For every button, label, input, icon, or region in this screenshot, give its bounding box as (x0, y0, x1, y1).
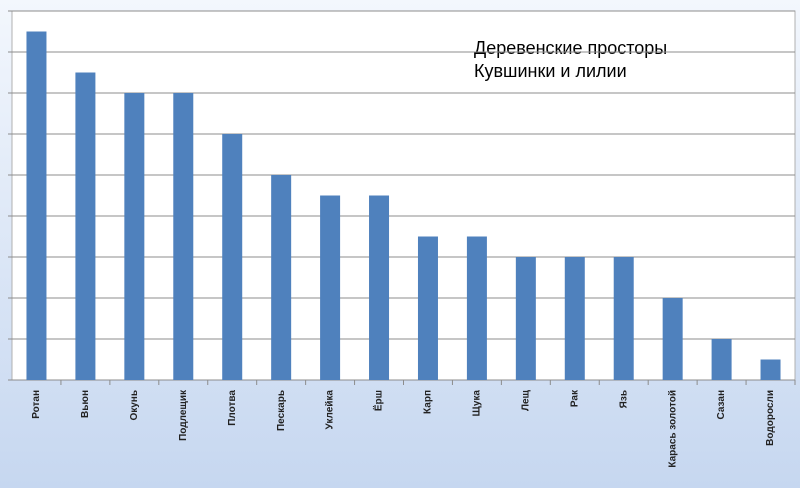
x-tick-label: Ёрш (372, 390, 385, 411)
bar (26, 31, 47, 380)
x-tick-label: Щука (472, 390, 483, 417)
bar (466, 236, 487, 380)
x-tick-label: Подлещик (178, 389, 189, 441)
bar (271, 175, 292, 380)
x-tick-label: Карп (423, 390, 434, 414)
x-tick-label: Лещ (520, 389, 531, 411)
bar (662, 298, 683, 380)
bar (369, 195, 390, 380)
bar (417, 236, 438, 380)
bar (75, 72, 96, 380)
chart-title: Деревенские просторы (474, 38, 667, 58)
x-tick-label: Пескарь (276, 390, 287, 431)
bar (613, 257, 634, 380)
x-tick-label: Водоросли (765, 390, 776, 446)
x-tick-label: Сазан (716, 390, 727, 419)
chart-subtitle: Кувшинки и лилии (474, 61, 627, 81)
bar (222, 134, 243, 380)
bar (760, 359, 781, 380)
bar (564, 257, 585, 380)
bar (173, 93, 194, 380)
bar (320, 195, 341, 380)
x-tick-label: Ротан (31, 390, 42, 419)
x-tick-label: Рак (569, 389, 580, 407)
x-tick-label: Вьюн (80, 390, 91, 418)
bar (711, 339, 732, 380)
x-tick-label: Окунь (129, 390, 140, 421)
x-tick-label: Уклейка (325, 390, 336, 430)
bar (124, 93, 145, 380)
x-tick-label: Язь (618, 390, 629, 408)
bar (515, 257, 536, 380)
x-tick-label: Плотва (227, 390, 238, 426)
x-tick-label: Карась золотой (667, 390, 678, 468)
